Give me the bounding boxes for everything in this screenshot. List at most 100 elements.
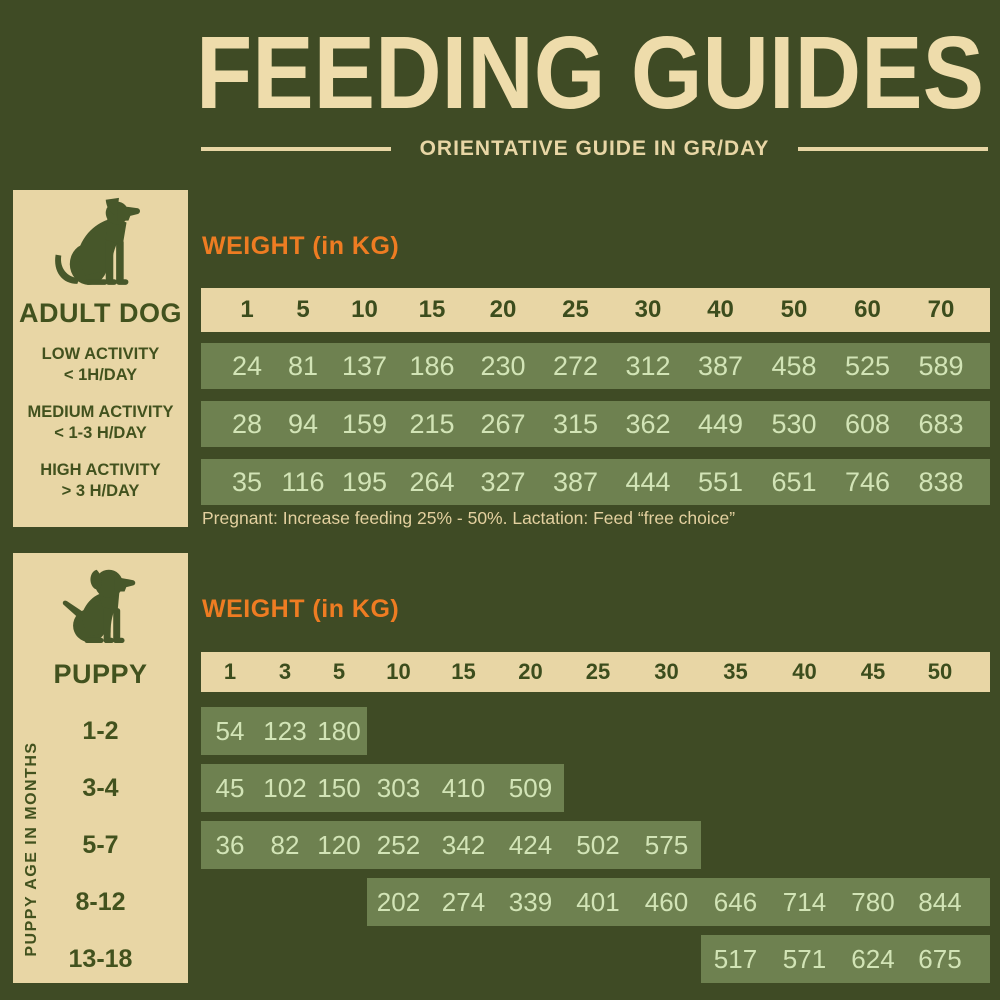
value-cell xyxy=(311,878,367,926)
value-cell: 683 xyxy=(918,408,964,439)
weight-header-cell: 25 xyxy=(562,296,589,323)
value-cell: 502 xyxy=(564,821,632,869)
value-cell xyxy=(839,707,907,755)
puppy-icon xyxy=(62,569,135,644)
value-cell xyxy=(839,764,907,812)
value-cell xyxy=(367,707,430,755)
value-cell: 215 xyxy=(409,408,455,439)
value-cell xyxy=(259,878,311,926)
value-cell xyxy=(701,764,770,812)
value-cell: 517 xyxy=(701,935,770,983)
adult-activity-label: HIGH ACTIVITY > 3 H/DAY xyxy=(40,460,161,500)
page-title: FEEDING GUIDES xyxy=(196,20,984,125)
value-cell xyxy=(907,821,990,869)
value-cell: 267 xyxy=(480,408,526,439)
puppy-values-row: 517 571 624 675 xyxy=(201,935,990,983)
value-cell: 230 xyxy=(480,350,526,381)
value-cell xyxy=(839,821,907,869)
page-subtitle: ORIENTATIVE GUIDE IN GR/DAY xyxy=(419,137,770,160)
value-cell: 150 xyxy=(311,764,367,812)
value-cell: 844 xyxy=(907,878,990,926)
value-cell: 530 xyxy=(771,408,817,439)
weight-header-cell: 10 xyxy=(351,296,378,323)
weight-header-cell: 1 xyxy=(240,296,254,323)
puppy-values-row: 36 82 120 252 342 424 502 575 xyxy=(201,821,990,869)
value-cell: 571 xyxy=(770,935,839,983)
adult-weight-heading: WEIGHT (in KG) xyxy=(202,232,400,260)
weight-header-cell: 70 xyxy=(927,296,955,323)
value-cell: 264 xyxy=(409,466,455,497)
value-cell: 81 xyxy=(287,350,319,381)
weight-header-cell: 60 xyxy=(854,296,881,323)
value-cell: 458 xyxy=(771,350,817,381)
value-cell: 312 xyxy=(625,350,671,381)
value-cell: 272 xyxy=(552,350,599,381)
value-cell: 339 xyxy=(497,878,564,926)
value-cell: 714 xyxy=(770,878,839,926)
value-cell: 509 xyxy=(497,764,564,812)
value-cell: 202 xyxy=(367,878,430,926)
puppy-weight-heading: WEIGHT (in KG) xyxy=(202,595,400,623)
adult-weight-header-row: 1 5 10 15 20 25 30 40 50 60 70 xyxy=(201,288,990,332)
puppy-age-label: 3-4 xyxy=(82,774,119,802)
weight-header-cell: 45 xyxy=(860,659,886,684)
value-cell xyxy=(430,935,497,983)
value-cell xyxy=(311,935,367,983)
adult-note: Pregnant: Increase feeding 25% - 50%. La… xyxy=(202,508,736,528)
value-cell xyxy=(367,935,430,983)
value-cell: 195 xyxy=(341,466,388,497)
subtitle-right-rule xyxy=(798,147,988,151)
value-cell xyxy=(632,764,701,812)
weight-header-cell: 3 xyxy=(278,659,292,684)
value-cell: 28 xyxy=(231,408,263,439)
adult-dog-panel: ADULT DOG LOW ACTIVITY < 1H/DAY MEDIUM ACT… xyxy=(13,190,188,527)
value-cell: 36 xyxy=(201,821,259,869)
value-cell xyxy=(259,935,311,983)
puppy-values-row: 45 102 150 303 410 509 xyxy=(201,764,990,812)
value-cell: 342 xyxy=(430,821,497,869)
value-cell xyxy=(497,935,564,983)
value-cell: 180 xyxy=(311,707,367,755)
value-cell: 116 xyxy=(281,466,325,497)
weight-header-cell: 20 xyxy=(518,659,543,684)
value-cell: 449 xyxy=(697,408,744,439)
weight-header-cell: 10 xyxy=(386,659,411,684)
value-cell xyxy=(907,707,990,755)
weight-header-cell: 40 xyxy=(707,296,734,323)
puppy-values-row: 54 123 180 xyxy=(201,707,990,755)
value-cell xyxy=(564,764,632,812)
subtitle-row: ORIENTATIVE GUIDE IN GR/DAY xyxy=(201,136,988,162)
value-cell: 102 xyxy=(259,764,311,812)
value-cell: 387 xyxy=(697,350,744,381)
value-cell: 186 xyxy=(409,350,455,381)
value-cell xyxy=(632,707,701,755)
adult-activity-label: MEDIUM ACTIVITY < 1-3 H/DAY xyxy=(27,402,174,442)
weight-header-cell: 30 xyxy=(654,659,679,684)
subtitle-left-rule xyxy=(201,147,391,151)
adult-activity-label: LOW ACTIVITY < 1H/DAY xyxy=(41,344,160,384)
value-cell: 315 xyxy=(552,408,599,439)
value-cell xyxy=(564,935,632,983)
adult-values-row: 24 81 137 186 230 272 312 387 458 525 589 xyxy=(201,343,990,389)
value-cell xyxy=(201,935,259,983)
adult-values-row: 28 94 159 215 267 315 362 449 530 608 683 xyxy=(201,401,990,447)
weight-header-cell: 30 xyxy=(634,296,662,323)
weight-header-cell: 20 xyxy=(489,296,517,323)
weight-header-cell: 50 xyxy=(780,296,808,323)
value-cell: 525 xyxy=(844,350,891,381)
value-cell: 123 xyxy=(259,707,311,755)
puppy-age-label: 1-2 xyxy=(82,717,119,745)
value-cell xyxy=(701,707,770,755)
value-cell: 651 xyxy=(771,466,817,497)
adult-dog-label: ADULT DOG xyxy=(19,298,182,328)
value-cell: 575 xyxy=(632,821,701,869)
puppy-age-label: 13-18 xyxy=(68,945,133,973)
value-cell xyxy=(770,764,839,812)
value-cell: 589 xyxy=(918,350,964,381)
value-cell: 35 xyxy=(231,466,263,497)
value-cell: 551 xyxy=(697,466,744,497)
weight-header-cell: 35 xyxy=(723,659,748,684)
puppy-age-axis-label: PUPPY AGE IN MONTHS xyxy=(23,741,40,957)
weight-header-cell: 15 xyxy=(451,659,476,684)
